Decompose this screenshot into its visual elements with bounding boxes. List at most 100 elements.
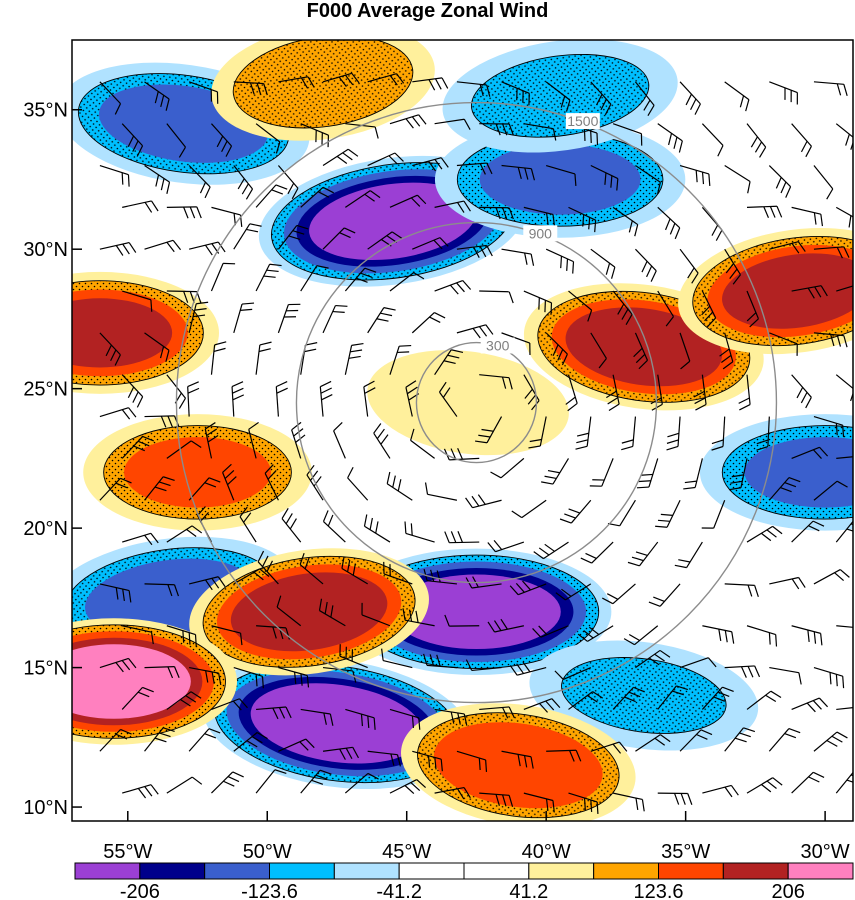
barb-flag bbox=[274, 769, 287, 775]
barb-flag bbox=[585, 552, 597, 559]
barb-flag bbox=[780, 181, 787, 194]
wind-barb bbox=[347, 466, 369, 501]
barb-flag bbox=[674, 227, 681, 240]
barb-flag bbox=[232, 394, 245, 401]
barb-flag bbox=[276, 595, 282, 608]
barb-flag bbox=[322, 510, 329, 522]
wind-barb bbox=[166, 206, 202, 219]
wind-barb bbox=[99, 241, 137, 256]
wind-barb bbox=[121, 435, 154, 459]
barb-flag bbox=[367, 715, 370, 728]
barb-flag bbox=[160, 415, 167, 428]
barb-shaft bbox=[322, 148, 349, 167]
barb-shaft bbox=[724, 332, 734, 362]
wind-barb bbox=[166, 776, 203, 794]
colorbar-swatch bbox=[269, 862, 335, 880]
barb-flag bbox=[826, 739, 838, 747]
barb-flag bbox=[163, 727, 175, 733]
colorbar-swatch bbox=[333, 862, 400, 880]
wind-barb bbox=[434, 787, 471, 800]
barb-flag bbox=[750, 136, 758, 148]
barb-flag bbox=[725, 263, 735, 274]
barb-shaft bbox=[300, 769, 321, 794]
barb-flag bbox=[150, 299, 153, 312]
barb-flag bbox=[208, 728, 221, 734]
barb-flag bbox=[641, 261, 648, 273]
barb-flag bbox=[478, 757, 481, 771]
wind-barb bbox=[679, 657, 717, 669]
barb-shaft bbox=[405, 532, 435, 543]
colorbar-label: 123.6 bbox=[633, 881, 683, 900]
barb-shaft bbox=[144, 332, 170, 351]
barb-shaft bbox=[612, 583, 636, 605]
barb-shaft bbox=[361, 614, 391, 627]
colorbar-label: 41.2 bbox=[509, 881, 548, 900]
barb-flag bbox=[196, 301, 209, 305]
barb-shaft bbox=[189, 666, 219, 674]
wind-barb bbox=[545, 81, 571, 112]
wind-barb bbox=[490, 457, 525, 479]
barb-shaft bbox=[255, 123, 281, 143]
contour-fill bbox=[124, 437, 271, 508]
barb-flag bbox=[166, 181, 171, 194]
wind-barb bbox=[738, 374, 751, 411]
barb-flag bbox=[450, 711, 455, 724]
barb-flag bbox=[770, 690, 782, 699]
x-tick-label: 55°W bbox=[103, 841, 152, 863]
barb-flag bbox=[575, 750, 582, 762]
barb-shaft bbox=[746, 777, 774, 794]
wind-barb bbox=[344, 342, 364, 375]
barb-flag bbox=[434, 757, 437, 770]
barb-flag bbox=[583, 128, 586, 141]
barb-flag bbox=[574, 173, 577, 186]
barb-flag bbox=[429, 316, 441, 323]
wind-barb bbox=[768, 165, 792, 198]
barb-flag bbox=[545, 798, 549, 811]
wind-barb bbox=[501, 81, 530, 106]
barb-flag bbox=[814, 286, 822, 298]
barb-flag bbox=[128, 407, 137, 418]
barb-shaft bbox=[835, 374, 853, 390]
barb-flag bbox=[628, 691, 641, 698]
barb-flag bbox=[255, 674, 258, 687]
barb-shaft bbox=[426, 664, 457, 669]
barb-shaft bbox=[590, 248, 616, 268]
wind-barb bbox=[701, 290, 717, 328]
barb-shaft bbox=[791, 520, 814, 543]
wind-barb bbox=[363, 514, 391, 543]
barb-flag bbox=[217, 576, 226, 587]
barb-shaft bbox=[166, 691, 192, 710]
wind-barb bbox=[144, 583, 180, 597]
barb-shaft bbox=[412, 77, 443, 83]
barb-flag bbox=[285, 513, 293, 525]
barb-shaft bbox=[255, 184, 277, 208]
barb-flag bbox=[451, 349, 464, 354]
barb-flag bbox=[724, 786, 733, 798]
barb-shaft bbox=[523, 123, 554, 130]
barb-flag bbox=[529, 438, 542, 443]
wind-barb bbox=[211, 123, 233, 157]
barb-shaft bbox=[188, 477, 210, 501]
barb-flag bbox=[546, 212, 549, 225]
barb-flag bbox=[447, 354, 460, 359]
barb-flag bbox=[137, 788, 147, 799]
barb-flag bbox=[785, 186, 792, 198]
barb-flag bbox=[680, 793, 686, 805]
barb-flag bbox=[456, 202, 465, 213]
wind-barb bbox=[590, 81, 612, 116]
barb-flag bbox=[501, 794, 507, 807]
barb-shaft bbox=[188, 165, 211, 188]
colorbar-swatch bbox=[722, 862, 789, 880]
barb-flag bbox=[194, 634, 197, 647]
barb-flag bbox=[598, 358, 607, 369]
wind-barb bbox=[322, 227, 356, 250]
barb-flag bbox=[673, 793, 680, 805]
barb-shaft bbox=[363, 386, 369, 417]
barb-flag bbox=[766, 529, 777, 538]
barb-flag bbox=[178, 146, 187, 158]
barb-flag bbox=[122, 243, 130, 255]
barb-shaft bbox=[306, 474, 324, 501]
barb-flag bbox=[194, 308, 207, 311]
barb-flag bbox=[532, 628, 542, 638]
barb-flag bbox=[266, 269, 279, 273]
